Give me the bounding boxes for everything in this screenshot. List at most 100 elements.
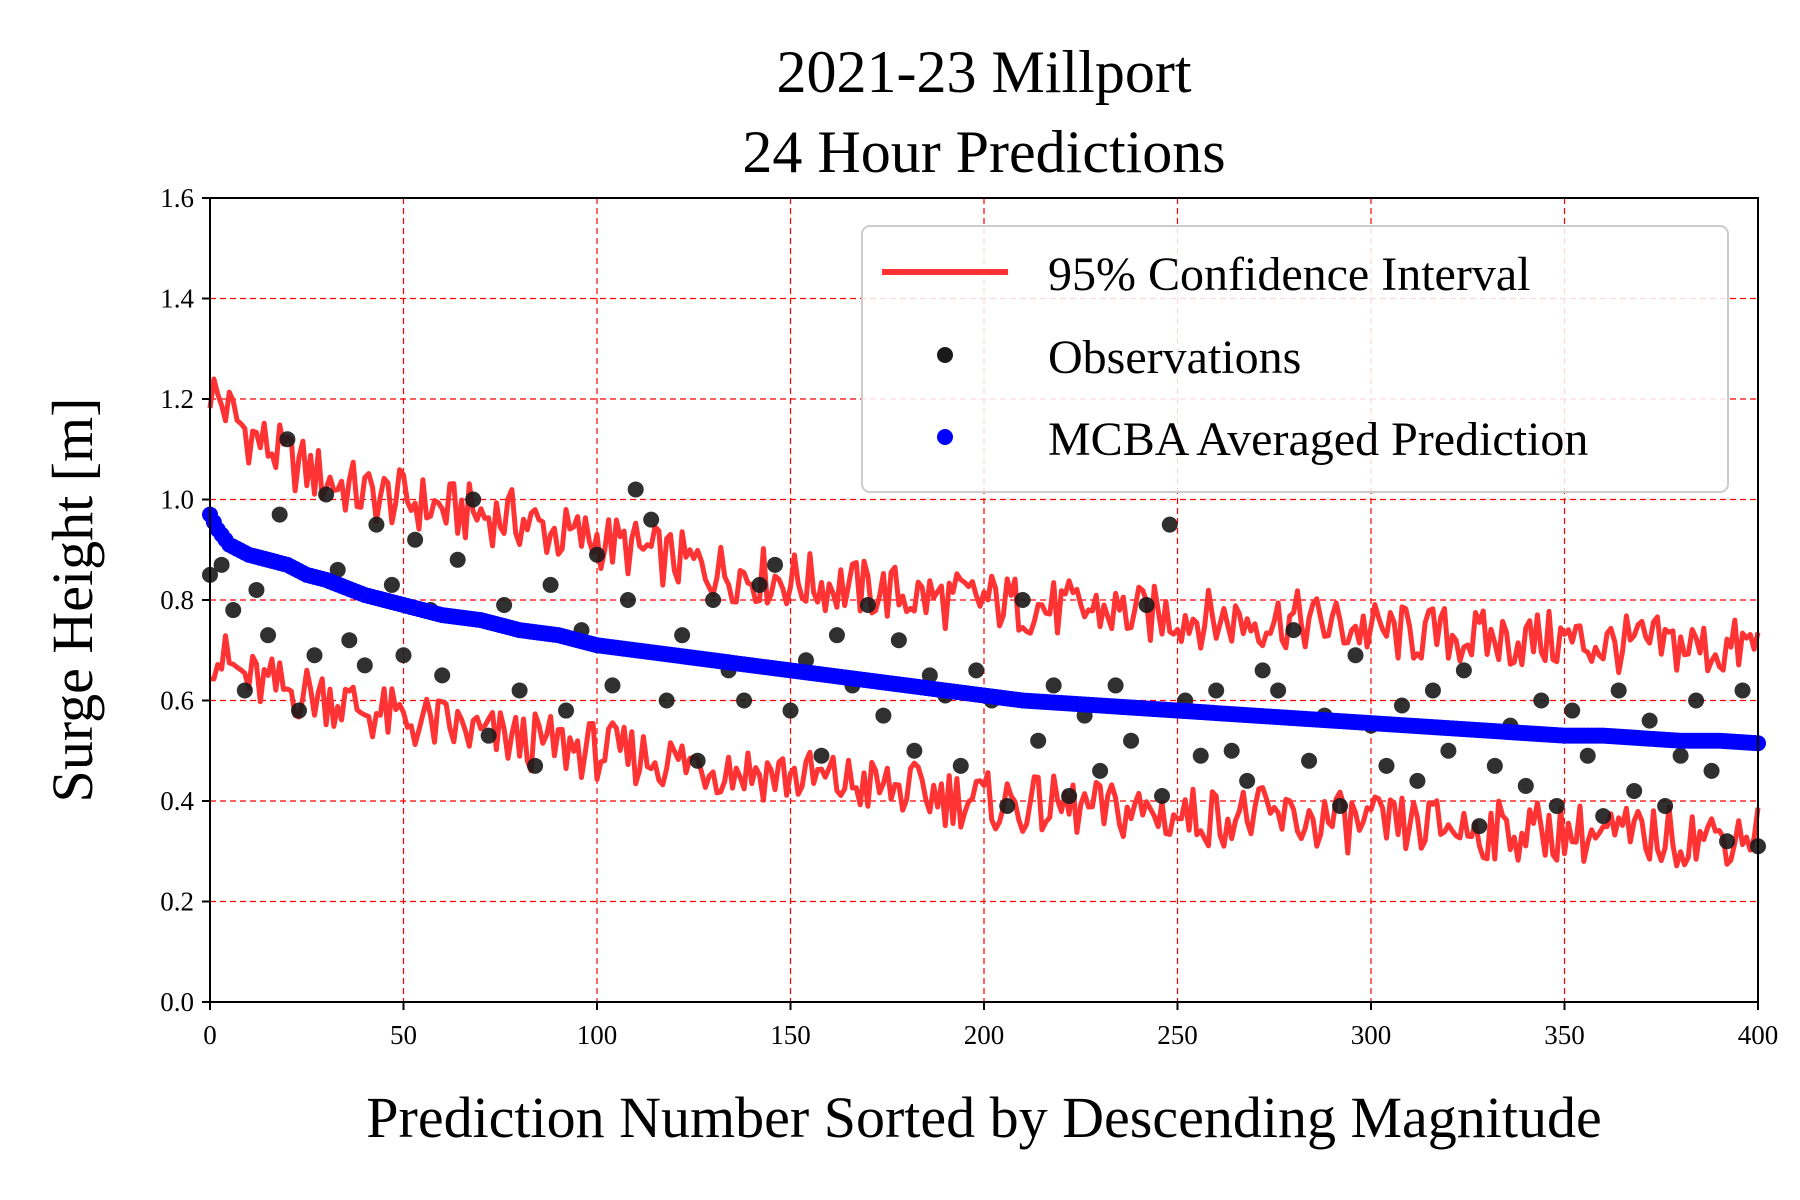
y-tick-label-0: 0.0 bbox=[160, 987, 194, 1017]
observation-point bbox=[1548, 798, 1565, 815]
observation-point bbox=[674, 627, 691, 644]
legend-prediction-label: MCBA Averaged Prediction bbox=[1048, 413, 1588, 466]
observation-point bbox=[341, 632, 358, 649]
observation-point bbox=[1579, 747, 1596, 764]
observation-point bbox=[1061, 787, 1078, 804]
observation-point bbox=[527, 757, 544, 774]
x-tick-label-7: 350 bbox=[1544, 1020, 1585, 1050]
observation-point bbox=[1703, 762, 1720, 779]
observation-point bbox=[1688, 692, 1705, 709]
observation-point bbox=[604, 677, 621, 694]
observation-point bbox=[1393, 697, 1410, 714]
observation-point bbox=[1223, 742, 1240, 759]
y-tick-label-8: 1.6 bbox=[160, 183, 194, 213]
observation-point bbox=[751, 576, 768, 593]
observation-point bbox=[356, 657, 373, 674]
observation-point bbox=[248, 581, 265, 598]
legend-prediction-swatch bbox=[937, 429, 953, 445]
observation-point bbox=[921, 667, 938, 684]
observation-point bbox=[1239, 772, 1256, 789]
observation-point bbox=[1270, 682, 1287, 699]
observation-point bbox=[1014, 592, 1031, 608]
observation-point bbox=[1347, 647, 1364, 664]
observation-point bbox=[906, 742, 923, 759]
y-tick-label-2: 0.4 bbox=[160, 786, 194, 816]
observation-point bbox=[828, 627, 845, 644]
observation-point bbox=[1045, 677, 1062, 694]
observation-point bbox=[1208, 682, 1225, 699]
x-tick-label-5: 250 bbox=[1157, 1020, 1198, 1050]
observation-point bbox=[627, 481, 644, 498]
observation-point bbox=[395, 647, 412, 664]
observation-point bbox=[589, 546, 605, 563]
observation-point bbox=[1092, 762, 1109, 779]
observation-point bbox=[999, 798, 1016, 815]
observation-point bbox=[736, 692, 753, 709]
legend: 95% Confidence Interval Observations MCB… bbox=[861, 225, 1729, 493]
observation-point bbox=[480, 727, 497, 744]
x-tick-label-0: 0 bbox=[203, 1020, 217, 1050]
observation-point bbox=[1192, 747, 1209, 764]
observation-point bbox=[1672, 747, 1689, 764]
observation-point bbox=[1138, 597, 1155, 614]
observation-point bbox=[1332, 798, 1349, 815]
x-tick-label-4: 200 bbox=[964, 1020, 1005, 1050]
observation-point bbox=[318, 486, 335, 503]
observation-point bbox=[1254, 662, 1271, 679]
y-tick-label-1: 0.2 bbox=[160, 887, 194, 917]
observation-point bbox=[1440, 742, 1457, 759]
observation-point bbox=[1123, 732, 1140, 749]
observation-point bbox=[368, 516, 385, 533]
observation-point bbox=[1734, 682, 1751, 699]
legend-observations-swatch bbox=[937, 347, 953, 363]
observation-point bbox=[542, 576, 559, 593]
observation-point bbox=[236, 682, 253, 699]
observation-point bbox=[213, 556, 230, 573]
observation-point bbox=[1533, 692, 1550, 709]
observation-point bbox=[1610, 682, 1627, 699]
observation-point bbox=[1161, 516, 1178, 533]
observation-point bbox=[643, 511, 660, 528]
observation-point bbox=[558, 702, 575, 719]
observation-point bbox=[859, 597, 876, 614]
observation-point bbox=[407, 531, 424, 548]
observation-point bbox=[1641, 712, 1658, 729]
y-axis-label: Surge Height [m] bbox=[40, 398, 105, 803]
observation-point bbox=[1301, 752, 1318, 769]
observation-point bbox=[705, 592, 722, 608]
observation-point bbox=[813, 747, 830, 764]
observation-point bbox=[465, 491, 482, 508]
observation-point bbox=[511, 682, 528, 699]
observation-point bbox=[1030, 732, 1047, 749]
ci-lower-line bbox=[209, 633, 1761, 869]
chart-title-line-2: 24 Hour Predictions bbox=[742, 119, 1225, 185]
observation-point bbox=[1107, 677, 1124, 694]
observation-point bbox=[329, 561, 346, 578]
prediction-layer bbox=[202, 506, 1766, 752]
legend-confidence-label: 95% Confidence Interval bbox=[1048, 248, 1530, 301]
x-tick-label-8: 400 bbox=[1738, 1020, 1779, 1050]
y-tick-label-4: 0.8 bbox=[160, 585, 194, 615]
observation-point bbox=[782, 702, 799, 719]
observation-point bbox=[968, 662, 985, 679]
y-tick-label-7: 1.4 bbox=[160, 284, 194, 314]
x-axis-label: Prediction Number Sorted by Descending M… bbox=[366, 1085, 1601, 1150]
x-tick-label-6: 300 bbox=[1351, 1020, 1392, 1050]
x-tick-label-2: 100 bbox=[577, 1020, 618, 1050]
observation-point bbox=[875, 707, 892, 724]
observation-point bbox=[260, 627, 277, 644]
observation-point bbox=[1517, 777, 1534, 794]
observation-point bbox=[619, 592, 636, 608]
observation-point bbox=[306, 647, 323, 664]
observation-point bbox=[496, 597, 513, 614]
ticks-layer: 0 50 100 150 200 250 300 350 400 0.0 0.2 0.4 0.6 0.8 1… bbox=[160, 183, 1778, 1050]
observation-point bbox=[767, 556, 784, 573]
observation-point bbox=[1626, 782, 1643, 799]
observation-point bbox=[1471, 818, 1488, 835]
observation-point bbox=[1154, 787, 1171, 804]
observation-point bbox=[291, 702, 308, 719]
observation-point bbox=[1564, 702, 1581, 719]
observation-point bbox=[1486, 757, 1503, 774]
chart-title-line-1: 2021-23 Millport bbox=[777, 39, 1192, 105]
